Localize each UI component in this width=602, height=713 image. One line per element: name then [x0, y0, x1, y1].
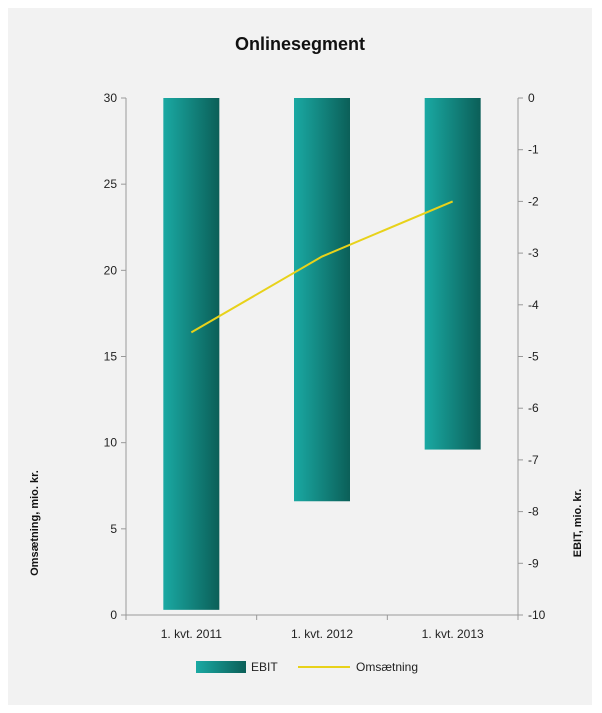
y-left-tick-label: 30 — [104, 91, 118, 105]
y-left-tick-label: 10 — [104, 436, 118, 450]
legend: EBIT Omsætning — [196, 660, 418, 674]
line-layer — [190, 200, 454, 334]
line-omsaetning — [190, 200, 454, 334]
y-right-tick-label: -3 — [528, 246, 539, 260]
y-right-tick-label: -6 — [528, 401, 539, 415]
bar-ebit-3 — [424, 98, 481, 450]
y-left-tick-label: 20 — [104, 263, 118, 277]
legend-label-ebit: EBIT — [251, 660, 278, 674]
legend-swatch-ebit — [196, 661, 246, 673]
y-right-tick-label: -9 — [528, 556, 539, 570]
y-left-axis-title: Omsætning, mio. kr. — [29, 470, 41, 576]
chart-frame: Onlinesegment 0 5 10 15 20 25 30 0 -1 -2 -3 -4 -5 -6 -… — [8, 8, 592, 705]
y-right-tick-label: -8 — [528, 505, 539, 519]
y-right-axis-title: EBIT, mio. kr. — [572, 489, 584, 557]
x-tick-label: 1. kvt. 2013 — [422, 627, 484, 641]
bars-layer — [163, 98, 481, 610]
y-right-tick-label: -1 — [528, 143, 539, 157]
y-right-tick-label: -5 — [528, 350, 539, 364]
y-left-tick-label: 0 — [110, 608, 117, 622]
y-right-tick-label: -7 — [528, 453, 539, 467]
chart-title: Onlinesegment — [235, 34, 365, 54]
y-right-tick-label: -4 — [528, 298, 539, 312]
y-left-tick-label: 25 — [104, 177, 118, 191]
legend-label-omsaetning: Omsætning — [356, 660, 418, 674]
x-tick-label: 1. kvt. 2012 — [291, 627, 353, 641]
y-left-tick-label: 15 — [104, 350, 118, 364]
y-right-tick-label: -2 — [528, 194, 539, 208]
axes-layer: 0 5 10 15 20 25 30 0 -1 -2 -3 -4 -5 -6 -7 -8 -9 -10 1. kvt… — [104, 91, 546, 641]
y-right-tick-label: 0 — [528, 91, 535, 105]
y-left-tick-label: 5 — [110, 522, 117, 536]
y-right-tick-label: -10 — [528, 608, 546, 622]
bar-ebit-2 — [294, 98, 350, 502]
chart-svg: Onlinesegment 0 5 10 15 20 25 30 0 -1 -2 -3 -4 -5 -6 -… — [29, 34, 584, 674]
bar-ebit-1 — [163, 98, 220, 610]
x-tick-label: 1. kvt. 2011 — [161, 627, 222, 641]
